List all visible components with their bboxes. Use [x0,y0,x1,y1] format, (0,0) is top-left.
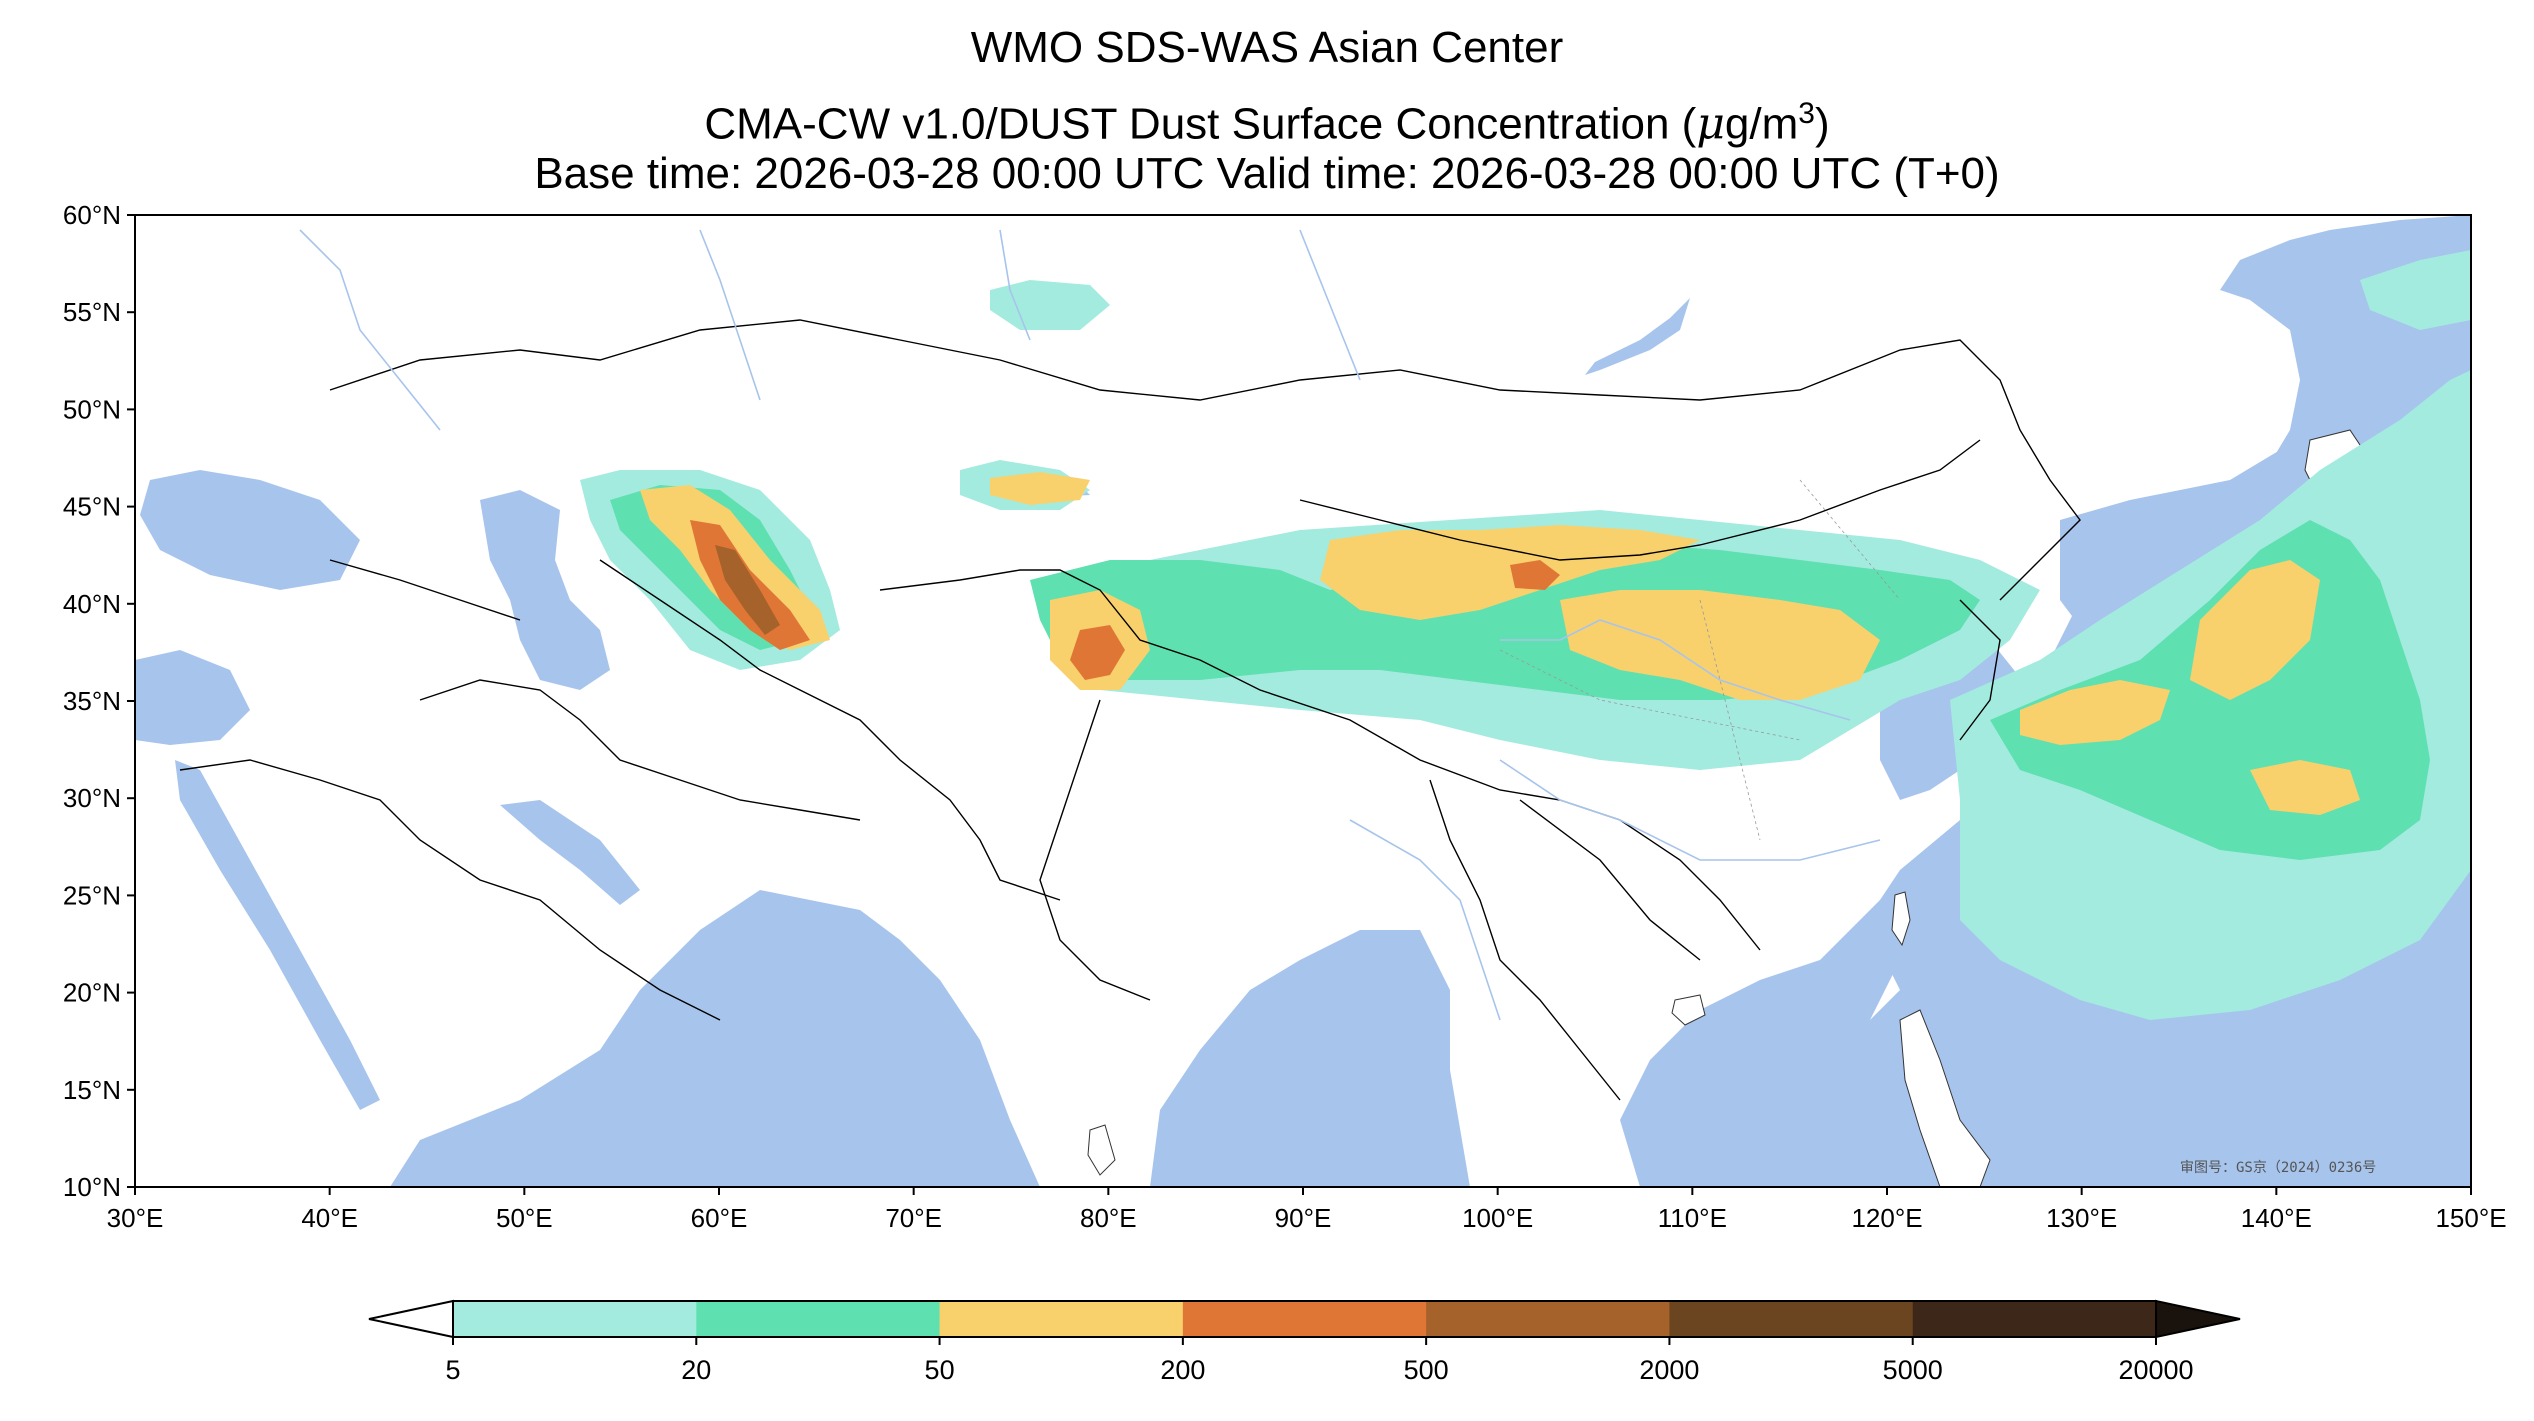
lon-tick-label: 130°E [2046,1203,2117,1233]
dust-level-4-taklamakan [1070,625,1125,680]
dust-level-3-pacific-south [2250,760,2360,815]
lat-tick-label: 50°N [63,394,121,424]
longitude-ticks: 30°E 40°E 50°E 60°E 70°E 80°E 90°E 100°E 110°E 12… [107,1187,2507,1233]
time-info: Base time: 2026-03-28 00:00 UTC Valid ti… [534,149,2000,198]
chart-title: WMO SDS-WAS Asian Center [970,23,1564,72]
dust-level-3-kazakh [990,472,1090,505]
latitude-ticks: 60°N 55°N 50°N 45°N 40°N 35°N 30°N 25°N 20°N 15°N… [63,200,135,1202]
dust-level-3-gobi [1320,525,1700,620]
colorbar-label: 200 [1160,1355,1205,1385]
lat-tick-label: 15°N [63,1075,121,1105]
lon-tick-label: 120°E [1851,1203,1922,1233]
hainan [1671,994,1706,1026]
dust-level-4-gobi [1510,560,1560,590]
lat-tick-label: 60°N [63,200,121,230]
lon-tick-label: 110°E [1658,1203,1727,1233]
south-china-sea [1620,900,1900,1187]
lon-tick-label: 50°E [496,1203,553,1233]
lat-tick-label: 40°N [63,589,121,619]
dust-level-3-loess [1560,590,1880,700]
lat-tick-label: 55°N [63,297,121,327]
country-borders [179,319,2081,1101]
colorbar-label: 5000 [1883,1355,1943,1385]
dust-level-5-karakum [715,545,780,635]
colorbar-label: 500 [1404,1355,1449,1385]
colorbar-label: 5 [445,1355,460,1385]
lon-tick-label: 90°E [1275,1203,1332,1233]
lat-tick-label: 35°N [63,686,121,716]
colorbar-outline [452,1300,2157,1338]
colorbar-label: 2000 [1639,1355,1699,1385]
province-borders [1499,479,1901,841]
colorbar-segment [1912,1301,2157,1337]
approval-number: 审图号：GS京（2024）0236号 [2180,1160,2376,1176]
dust-level-1-kamchatka [2360,250,2471,330]
colorbar-segment [939,1301,1184,1337]
chart-subtitle: CMA-CW v1.0/DUST Dust Surface Concentrat… [0,88,2534,151]
lat-tick-label: 10°N [63,1172,121,1202]
sea-of-japan [2060,450,2290,640]
persian-gulf [500,800,640,905]
caspian-sea [480,490,610,690]
colorbar-extend-max [2155,1299,2241,1339]
mediterranean-sea [135,650,250,745]
lat-tick-label: 45°N [63,492,121,522]
subtitle-prefix: CMA-CW v1.0/DUST Dust Surface Concentrat… [704,99,1697,149]
colorbar-segment [1182,1301,1427,1337]
lon-tick-label: 60°E [691,1203,748,1233]
colorbar-segment [1669,1301,1914,1337]
colorbar-label: 20 [681,1355,711,1385]
colorbar-segment [1426,1301,1670,1337]
dust-field [580,250,2471,1020]
lat-tick-label: 25°N [63,880,121,910]
rivers [299,229,1881,1021]
unit-exponent: 3 [1798,97,1815,130]
unit-mu: μ [1696,98,1725,150]
lon-tick-label: 70°E [885,1203,942,1233]
colorbar-segment [696,1301,941,1337]
colorbar-label: 50 [925,1355,955,1385]
lon-tick-label: 140°E [2241,1203,2312,1233]
colorbar: 5 20 50 200 500 2000 5000 20000 [368,1299,2241,1385]
arabian-sea [390,890,1040,1187]
bay-of-bengal [1150,930,1470,1187]
lon-tick-label: 30°E [107,1203,164,1233]
map-area: 审图号：GS京（2024）0236号 [135,215,2471,1187]
lat-tick-label: 20°N [63,978,121,1008]
lon-tick-label: 80°E [1080,1203,1137,1233]
lat-tick-label: 30°N [63,783,121,813]
lake-baikal [1585,298,1690,375]
subtitle-suffix: ) [1814,99,1830,149]
black-sea [140,470,360,590]
lon-tick-label: 100°E [1462,1203,1533,1233]
sri-lanka [1087,1124,1116,1176]
lon-tick-label: 150°E [2435,1203,2506,1233]
unit-rest: g/m [1724,99,1799,149]
dust-level-3-pacific [2190,560,2320,700]
dust-level-1-siberia [990,280,1110,330]
taiwan [1891,891,1911,947]
colorbar-extend-min [368,1299,454,1339]
red-sea [175,760,380,1110]
colorbar-label: 20000 [2118,1355,2193,1385]
colorbar-segment [453,1301,697,1337]
dust-level-3-japan [2020,680,2170,745]
philippines [1899,1009,1991,1187]
lon-tick-label: 40°E [301,1203,358,1233]
